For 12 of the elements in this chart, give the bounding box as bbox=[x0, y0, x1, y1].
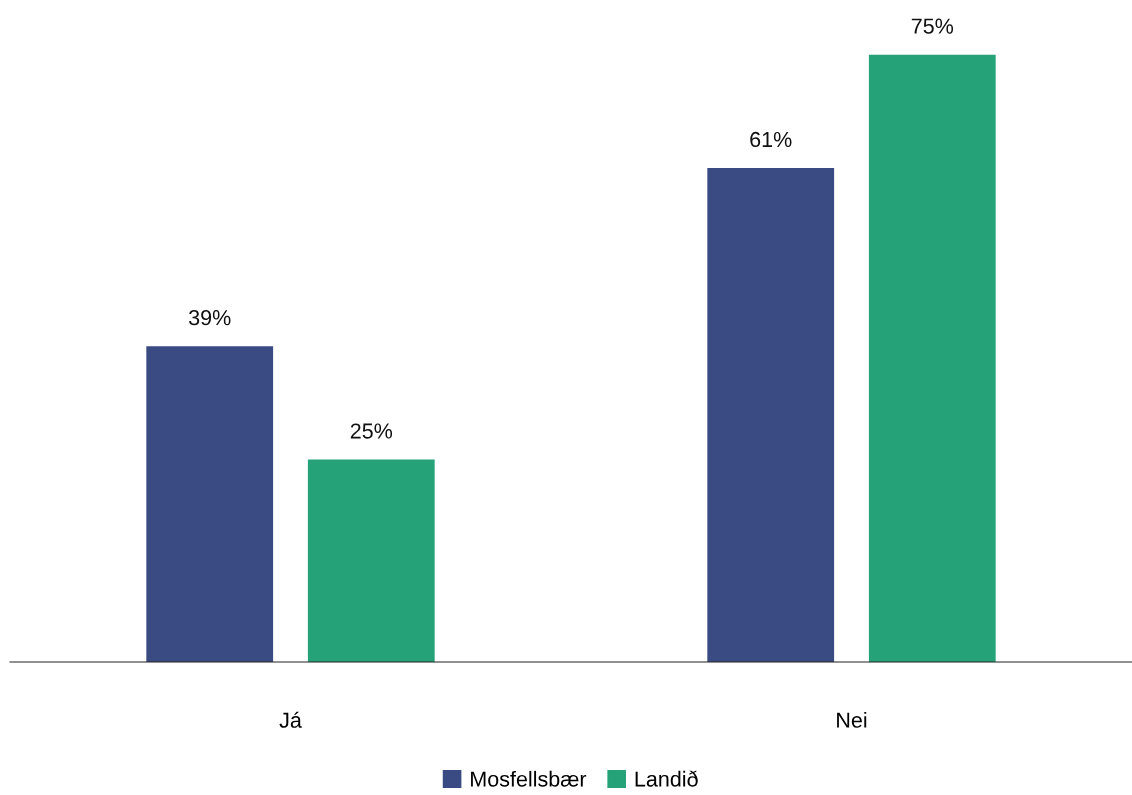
x-tick-label: Nei bbox=[837, 712, 867, 728]
bar bbox=[868, 54, 996, 662]
bar bbox=[146, 346, 274, 662]
data-label: 61% bbox=[750, 131, 792, 148]
bar bbox=[707, 168, 835, 662]
data-label: 75% bbox=[911, 18, 954, 34]
bar bbox=[307, 459, 435, 662]
x-tick-label: Já bbox=[279, 711, 302, 728]
data-label: 39% bbox=[188, 310, 231, 326]
data-label: 25% bbox=[350, 423, 393, 439]
legend-label: Landið bbox=[635, 770, 698, 787]
legend-label: Mosfellsbær bbox=[471, 770, 587, 787]
